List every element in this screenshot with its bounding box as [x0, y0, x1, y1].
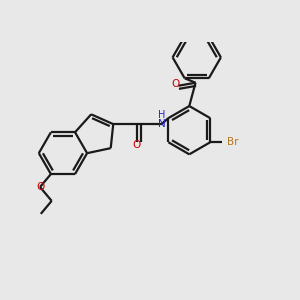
Text: H: H	[158, 110, 165, 120]
Text: O: O	[36, 182, 44, 192]
Text: Br: Br	[227, 137, 239, 147]
Text: O: O	[172, 80, 180, 89]
Text: N: N	[158, 119, 165, 129]
Text: O: O	[133, 140, 141, 150]
